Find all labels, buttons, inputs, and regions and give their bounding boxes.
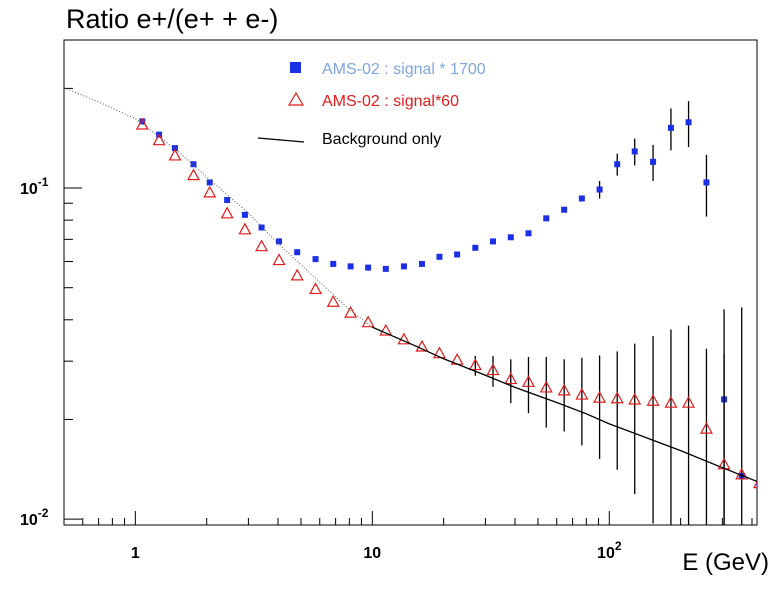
signal60-point xyxy=(575,387,589,400)
signal1700-point xyxy=(171,145,178,152)
legend-line-icon xyxy=(257,137,305,143)
signal60-point xyxy=(486,363,500,376)
signal1700-point xyxy=(347,263,354,270)
signal60-point xyxy=(379,323,393,336)
signal1700-point xyxy=(667,124,674,131)
x-tick-label: 102 xyxy=(597,539,622,562)
signal1700-point xyxy=(190,161,197,168)
signal60-point xyxy=(238,222,252,235)
signal1700-point xyxy=(596,186,603,193)
signal1700-point xyxy=(507,234,514,241)
signal60-point xyxy=(152,133,166,146)
legend-label: AMS-02 : signal*60 xyxy=(322,93,459,110)
marks-layer xyxy=(64,87,757,525)
x-axis-label: E (GeV) xyxy=(682,549,769,576)
legend-triangle-icon xyxy=(287,91,305,106)
signal1700-point xyxy=(330,260,337,267)
signal60-point xyxy=(664,395,678,408)
signal1700-point xyxy=(206,179,213,186)
legend: AMS-02 : signal * 1700 AMS-02 : signal*60… xyxy=(257,61,486,148)
signal60-point xyxy=(203,185,217,198)
signal1700-point xyxy=(276,238,283,245)
signal60-point xyxy=(628,392,642,405)
signal1700-point xyxy=(241,211,248,218)
legend-label: Background only xyxy=(322,131,441,148)
signal60-point xyxy=(344,305,358,318)
signal1700-point xyxy=(614,161,621,168)
signal1700-point xyxy=(139,118,146,125)
signal1700-point xyxy=(312,256,319,263)
signal1700-point xyxy=(365,264,372,271)
signal1700-point xyxy=(472,244,479,251)
signal60-point xyxy=(752,480,757,489)
signal1700-point xyxy=(294,249,301,256)
signal1700-point xyxy=(258,224,265,231)
signal60-point xyxy=(168,148,182,161)
signal60-point xyxy=(682,395,696,408)
legend-square-icon xyxy=(290,62,301,73)
signal60-point xyxy=(557,383,571,396)
signal60-point xyxy=(593,390,607,403)
signal1700-point xyxy=(703,179,710,186)
signal1700-point xyxy=(224,197,231,204)
legend-label: AMS-02 : signal * 1700 xyxy=(322,61,486,78)
signal1700-point xyxy=(489,238,496,245)
signal1700-point xyxy=(631,148,638,155)
signal60-point xyxy=(361,315,375,328)
signal60-point xyxy=(255,239,269,252)
signal60-point xyxy=(646,394,660,406)
signal60-point xyxy=(610,391,624,404)
signal60-point xyxy=(272,253,286,266)
signal1700-point xyxy=(436,253,443,260)
signal60-point xyxy=(521,375,535,387)
background-line-solid xyxy=(372,326,757,483)
signal60-point xyxy=(432,346,446,359)
signal1700-point xyxy=(400,263,407,270)
signal1700-point xyxy=(382,265,389,272)
x-tick-label: 1 xyxy=(131,545,140,562)
axes-layer: 1 10 102 10-1 10-2 xyxy=(20,87,753,562)
signal60-point xyxy=(699,421,713,434)
signal1700-point xyxy=(685,119,692,126)
signal60-point xyxy=(309,282,323,295)
signal60-point xyxy=(415,339,429,352)
x-tick-label: 10 xyxy=(363,545,381,562)
signal60-point xyxy=(504,372,518,385)
y-tick-label: 10-2 xyxy=(20,506,49,529)
signal1700-point xyxy=(650,158,657,165)
chart-title: Ratio e+/(e+ + e-) xyxy=(66,4,279,34)
plot-frame xyxy=(63,39,758,526)
signal60-point xyxy=(397,332,411,345)
signal60-point xyxy=(539,380,553,393)
signal1700-point xyxy=(578,195,585,202)
signal1700-point xyxy=(454,251,461,258)
signal60-point xyxy=(220,206,234,219)
signal1700-point xyxy=(543,215,550,222)
signal60-point xyxy=(135,117,149,130)
signal1700-point xyxy=(418,260,425,267)
signal60-point xyxy=(326,294,340,307)
signal60-point xyxy=(187,168,201,181)
y-tick-label: 10-1 xyxy=(20,175,49,198)
signal1700-point xyxy=(525,230,532,237)
signal60-point xyxy=(468,358,482,371)
signal1700-point xyxy=(561,206,568,213)
signal60-point xyxy=(290,268,304,281)
